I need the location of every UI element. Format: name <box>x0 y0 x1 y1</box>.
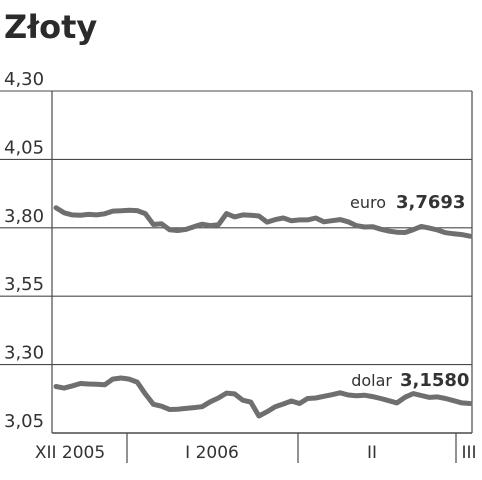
series-value-euro: 3,7693 <box>396 192 465 213</box>
x-tick-label: XII 2005 <box>35 443 105 463</box>
chart-title: Złoty <box>4 8 97 46</box>
y-axis-ticks: 4,30 4,05 3,80 3,55 3,30 3,05 <box>4 69 44 432</box>
series-lines <box>53 205 473 419</box>
y-tick-label: 3,55 <box>4 274 44 295</box>
y-tick-label: 3,80 <box>4 206 44 227</box>
series-line-euro <box>53 205 473 239</box>
series-value-dolar: 3,1580 <box>400 370 469 391</box>
series-label-euro: euro <box>350 193 386 212</box>
y-tick-label: 3,05 <box>4 411 44 432</box>
y-tick-label: 3,30 <box>4 343 44 364</box>
grid <box>0 90 473 434</box>
series-line-dolar <box>53 375 473 419</box>
x-tick-label: II <box>367 443 377 463</box>
y-tick-label: 4,30 <box>4 69 44 90</box>
series-labels: euro 3,7693 dolar 3,1580 <box>350 192 469 391</box>
x-axis-ticks: XII 2005 I 2006 II III <box>35 433 477 463</box>
x-tick-label: III <box>461 443 476 463</box>
y-tick-label: 4,05 <box>4 137 44 158</box>
series-label-dolar: dolar <box>351 371 392 390</box>
x-tick-label: I 2006 <box>185 443 239 463</box>
